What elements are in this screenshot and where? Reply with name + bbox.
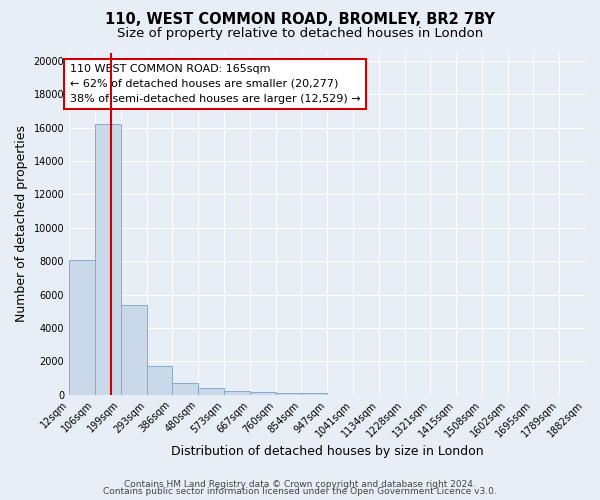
Bar — [275, 392, 301, 395]
Bar — [224, 391, 250, 395]
Bar — [198, 388, 224, 395]
X-axis label: Distribution of detached houses by size in London: Distribution of detached houses by size … — [171, 444, 484, 458]
Bar — [146, 366, 172, 395]
Bar — [250, 392, 275, 395]
Text: Contains public sector information licensed under the Open Government Licence v3: Contains public sector information licen… — [103, 487, 497, 496]
Bar — [95, 124, 121, 395]
Bar — [69, 260, 95, 395]
Y-axis label: Number of detached properties: Number of detached properties — [15, 125, 28, 322]
Text: Size of property relative to detached houses in London: Size of property relative to detached ho… — [117, 28, 483, 40]
Bar — [301, 393, 327, 395]
Bar — [172, 383, 198, 395]
Text: Contains HM Land Registry data © Crown copyright and database right 2024.: Contains HM Land Registry data © Crown c… — [124, 480, 476, 489]
Bar — [121, 306, 146, 395]
Text: 110, WEST COMMON ROAD, BROMLEY, BR2 7BY: 110, WEST COMMON ROAD, BROMLEY, BR2 7BY — [105, 12, 495, 28]
Text: 110 WEST COMMON ROAD: 165sqm
← 62% of detached houses are smaller (20,277)
38% o: 110 WEST COMMON ROAD: 165sqm ← 62% of de… — [70, 64, 361, 104]
